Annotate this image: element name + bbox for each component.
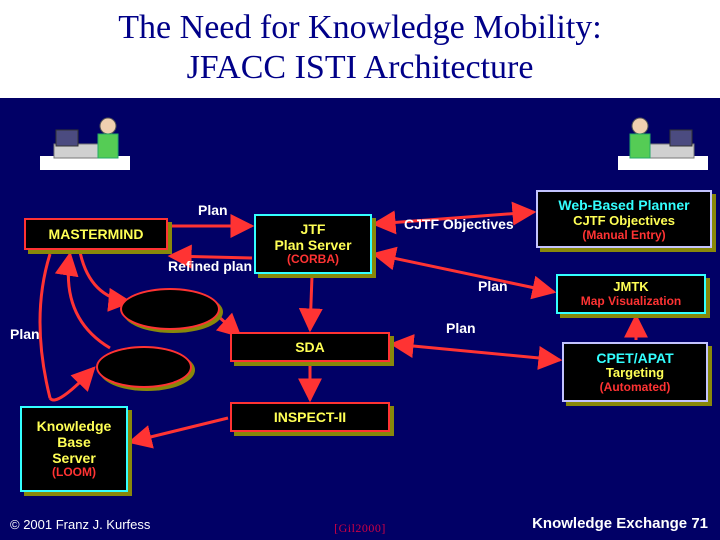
footer-page-num: 71 bbox=[691, 515, 708, 532]
jmtk-l1: JMTK bbox=[613, 280, 648, 295]
kbs-l2: Base bbox=[57, 434, 90, 450]
person-right-icon bbox=[618, 102, 708, 170]
box-sda: SDA bbox=[230, 332, 390, 362]
diagram-stage: MASTERMIND JTF Plan Server (CORBA) Web-B… bbox=[0, 98, 720, 540]
box-webplanner: Web-Based Planner CJTF Objectives (Manua… bbox=[536, 190, 712, 248]
label-plan-r2: Plan bbox=[446, 320, 476, 336]
person-left-icon bbox=[40, 102, 130, 170]
webplanner-hdr: Web-Based Planner bbox=[538, 196, 710, 214]
jtf-l2: Plan Server bbox=[274, 237, 351, 253]
label-plan-r1: Plan bbox=[478, 278, 508, 294]
cpet-l1: Targeting bbox=[606, 366, 664, 381]
critiques-l2: Critiques bbox=[116, 367, 172, 381]
footer-citation: [Gil2000] bbox=[334, 521, 386, 536]
box-jmtk: JMTK Map Visualization bbox=[556, 274, 706, 314]
mastermind-label: MASTERMIND bbox=[49, 226, 144, 242]
critiques-l1: Plan bbox=[130, 353, 157, 367]
slide-title: The Need for Knowledge Mobility: JFACC I… bbox=[0, 0, 720, 98]
box-inspect: INSPECT-II bbox=[230, 402, 390, 432]
box-jtf: JTF Plan Server (CORBA) bbox=[254, 214, 372, 274]
box-kbs: Knowledge Base Server (LOOM) bbox=[20, 406, 128, 492]
inspect-label: INSPECT-II bbox=[274, 409, 346, 425]
box-cpet: CPET/APAT Targeting (Automated) bbox=[562, 342, 708, 402]
jtf-l3: (CORBA) bbox=[287, 253, 339, 267]
jtf-l1: JTF bbox=[301, 221, 326, 237]
sda-label: SDA bbox=[295, 339, 325, 355]
label-cjtf: CJTF Objectives bbox=[404, 216, 514, 232]
label-plan-top: Plan bbox=[198, 202, 228, 218]
footer-right: Knowledge Exchange 71 bbox=[532, 515, 708, 532]
webplanner-l1: CJTF Objectives bbox=[573, 214, 675, 229]
box-mastermind: MASTERMIND bbox=[24, 218, 168, 250]
label-refined: Refined plan bbox=[168, 258, 252, 274]
oval-expanded: Expanded Plan bbox=[120, 288, 220, 330]
label-plan-left: Plan bbox=[10, 326, 40, 342]
title-line1: The Need for Knowledge Mobility: bbox=[118, 9, 601, 46]
webplanner-l2: (Manual Entry) bbox=[582, 229, 665, 243]
footer-copyright: © 2001 Franz J. Kurfess bbox=[10, 517, 150, 532]
kbs-l3: Server bbox=[52, 450, 96, 466]
expanded-l1: Expanded bbox=[139, 295, 201, 309]
footer-right-label: Knowledge Exchange bbox=[532, 515, 687, 532]
kbs-l4: (LOOM) bbox=[52, 466, 96, 480]
jmtk-l2: Map Visualization bbox=[581, 295, 681, 309]
cpet-l2: (Automated) bbox=[600, 381, 671, 395]
oval-critiques: Plan Critiques bbox=[96, 346, 192, 388]
cpet-hdr: CPET/APAT bbox=[596, 350, 673, 366]
title-line2: JFACC ISTI Architecture bbox=[187, 49, 534, 86]
expanded-l2: Plan bbox=[156, 309, 183, 323]
kbs-l1: Knowledge bbox=[37, 418, 112, 434]
